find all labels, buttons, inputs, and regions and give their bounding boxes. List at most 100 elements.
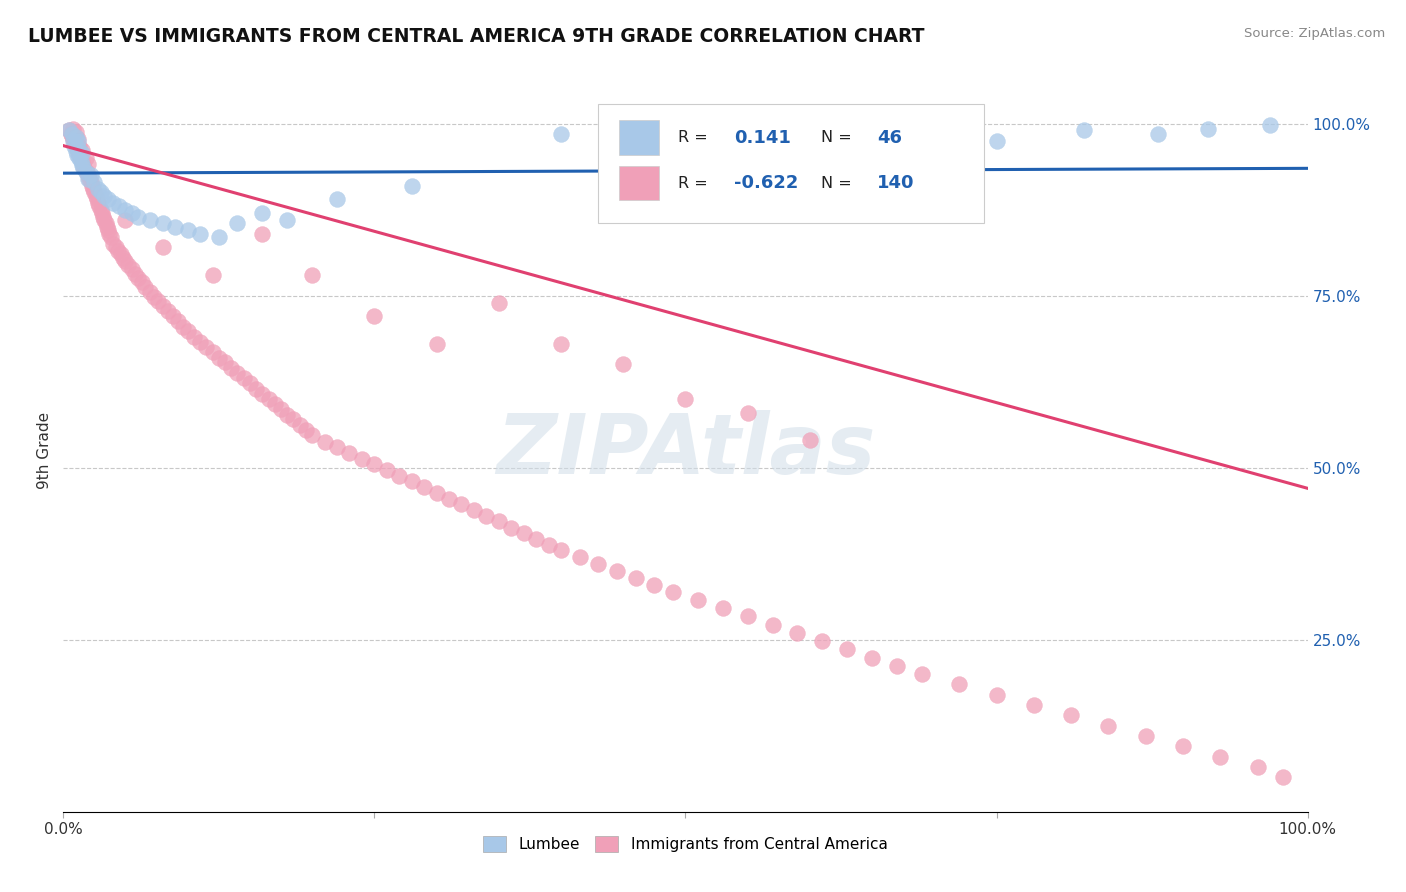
- Point: [152, 216, 174, 230]
- Point: [127, 270, 149, 285]
- Point: [70, 158, 93, 172]
- Point: [87, 182, 110, 196]
- Point: [58, 123, 80, 137]
- Point: [550, 336, 572, 351]
- Point: [686, 592, 709, 607]
- Point: [121, 262, 143, 277]
- Point: [79, 175, 101, 189]
- Point: [87, 195, 110, 210]
- Point: [450, 497, 472, 511]
- Point: [69, 151, 91, 165]
- Point: [90, 202, 112, 217]
- Point: [413, 480, 436, 494]
- Point: [437, 491, 460, 506]
- Point: [67, 144, 90, 158]
- Point: [426, 336, 449, 351]
- Point: [121, 206, 143, 220]
- Point: [101, 195, 124, 210]
- Point: [986, 688, 1008, 702]
- Point: [188, 335, 211, 350]
- Point: [737, 123, 759, 137]
- Point: [77, 171, 100, 186]
- Point: [512, 526, 534, 541]
- Point: [463, 503, 485, 517]
- Point: [948, 677, 970, 691]
- Legend: Lumbee, Immigrants from Central America: Lumbee, Immigrants from Central America: [478, 830, 893, 858]
- Point: [588, 557, 610, 571]
- Text: 46: 46: [877, 128, 903, 146]
- Point: [110, 247, 132, 261]
- Point: [1173, 739, 1195, 754]
- Point: [363, 457, 385, 471]
- Point: [911, 667, 934, 681]
- Text: 0.141: 0.141: [734, 128, 790, 146]
- Point: [63, 134, 86, 148]
- Point: [252, 206, 274, 220]
- Point: [662, 584, 685, 599]
- Point: [1247, 760, 1270, 774]
- Point: [612, 358, 634, 372]
- Point: [214, 355, 236, 369]
- Point: [97, 223, 120, 237]
- Point: [301, 428, 323, 442]
- Point: [70, 143, 93, 157]
- Point: [295, 423, 318, 437]
- Point: [886, 658, 908, 673]
- Point: [326, 440, 349, 454]
- Point: [201, 268, 224, 282]
- Point: [114, 202, 136, 217]
- Point: [77, 156, 100, 170]
- Point: [143, 290, 166, 304]
- Point: [1022, 698, 1045, 712]
- Point: [77, 168, 100, 182]
- Point: [62, 122, 84, 136]
- Point: [73, 161, 96, 176]
- Point: [239, 376, 262, 390]
- Point: [208, 351, 231, 365]
- Point: [79, 168, 101, 182]
- Bar: [620, 120, 659, 155]
- Point: [188, 227, 211, 241]
- Point: [69, 151, 91, 165]
- Point: [568, 550, 591, 565]
- Point: [786, 625, 808, 640]
- Point: [737, 609, 759, 624]
- Point: [114, 213, 136, 227]
- Point: [100, 230, 122, 244]
- Point: [60, 127, 83, 141]
- Point: [72, 158, 94, 172]
- Point: [93, 213, 115, 227]
- Point: [1271, 770, 1294, 784]
- Point: [363, 310, 385, 324]
- Point: [65, 125, 87, 139]
- Point: [232, 371, 254, 385]
- Point: [67, 141, 90, 155]
- Point: [283, 412, 305, 426]
- Point: [96, 219, 118, 234]
- Point: [675, 392, 697, 406]
- Point: [860, 650, 883, 665]
- Point: [90, 186, 112, 200]
- Point: [326, 192, 349, 206]
- Point: [152, 240, 174, 254]
- Point: [65, 130, 87, 145]
- Point: [177, 325, 200, 339]
- Point: [107, 244, 129, 258]
- Point: [131, 275, 153, 289]
- Point: [172, 319, 194, 334]
- Point: [537, 538, 560, 552]
- Point: [1135, 729, 1157, 743]
- Point: [63, 138, 86, 153]
- Point: [70, 154, 93, 169]
- Point: [59, 127, 82, 141]
- Point: [276, 213, 298, 227]
- Point: [65, 137, 87, 152]
- Point: [986, 134, 1008, 148]
- Point: [82, 182, 104, 196]
- Text: Source: ZipAtlas.com: Source: ZipAtlas.com: [1244, 27, 1385, 40]
- Point: [301, 268, 323, 282]
- Point: [117, 258, 139, 272]
- Point: [195, 340, 218, 354]
- Point: [837, 642, 859, 657]
- Point: [1147, 127, 1170, 141]
